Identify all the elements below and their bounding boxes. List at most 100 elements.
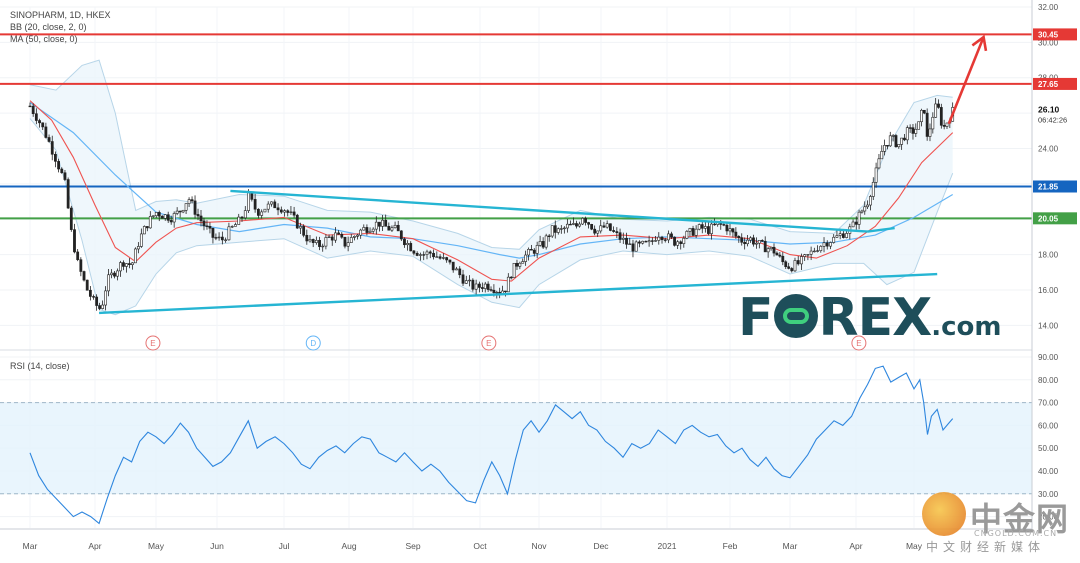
- candle-body: [181, 209, 185, 213]
- candle-body: [550, 225, 554, 237]
- rsi-tick-label: 50.00: [1038, 444, 1059, 453]
- candle-body: [208, 226, 212, 229]
- candle-body: [825, 242, 829, 247]
- candle-body: [754, 242, 758, 245]
- candle-body: [196, 214, 200, 217]
- candle-body: [584, 218, 587, 223]
- candle-body: [289, 211, 293, 214]
- candle-body: [136, 246, 140, 250]
- candle-body: [593, 228, 597, 234]
- candle-body: [666, 233, 670, 241]
- candle-body: [535, 245, 539, 254]
- candle-body: [308, 239, 312, 242]
- trendline-ma_extension: [867, 226, 895, 233]
- candle-body: [937, 103, 940, 108]
- bb-legend[interactable]: BB (20, close, 2, 0): [10, 22, 87, 32]
- candle-body: [139, 233, 143, 247]
- rsi-tick-label: 20.00: [1038, 513, 1059, 522]
- candle-body: [107, 274, 110, 292]
- candle-body: [911, 127, 915, 134]
- price-tick-label: 30.00: [1038, 38, 1059, 47]
- level-badge: [1033, 212, 1077, 225]
- candle-body: [888, 135, 892, 147]
- cngold-title: 中金网: [970, 500, 1070, 538]
- candle-body: [113, 272, 116, 277]
- candle-body: [883, 145, 887, 152]
- candle-body: [743, 241, 747, 245]
- candle-body: [599, 225, 603, 232]
- candle-body: [172, 213, 176, 223]
- candle-body: [752, 237, 755, 245]
- candle-body: [897, 144, 901, 148]
- trendlines[interactable]: [99, 189, 938, 315]
- candle-body: [217, 236, 221, 239]
- candle-body: [211, 227, 215, 238]
- watermark-o-icon: [773, 294, 818, 338]
- candle-body: [722, 224, 726, 226]
- candle-body: [381, 219, 384, 227]
- candle-body: [939, 107, 943, 126]
- candle-body: [428, 251, 432, 254]
- ma-legend[interactable]: MA (50, close, 0): [10, 34, 78, 44]
- candle-body: [276, 207, 280, 211]
- forex-watermark: F REX.com: [738, 288, 1001, 348]
- event-marker: [305, 335, 321, 351]
- time-tick-label: Apr: [88, 541, 101, 551]
- candle-body: [928, 128, 932, 137]
- candle-body: [438, 256, 442, 259]
- candle-body: [760, 240, 764, 242]
- candle-body: [38, 120, 41, 124]
- cngold-watermark: 中金网 CNGOLD.COM.CN 中文财经新媒体: [912, 486, 1080, 563]
- projection-arrow[interactable]: [947, 34, 988, 125]
- candle-body: [471, 279, 475, 290]
- rsi-band: [0, 402, 1032, 495]
- candle-body: [871, 181, 875, 197]
- candle-body: [638, 241, 641, 244]
- candle-body: [403, 238, 406, 246]
- candle-body: [169, 220, 173, 223]
- candle-body: [378, 221, 381, 227]
- candle-body: [163, 214, 167, 219]
- candle-body: [612, 230, 616, 232]
- candle-body: [432, 252, 435, 258]
- event-marker-letter: E: [150, 339, 155, 348]
- time-tick-label: Mar: [783, 541, 798, 551]
- symbol-legend[interactable]: SINOPHARM, 1D, HKEX: [10, 10, 111, 20]
- candle-body: [685, 231, 689, 239]
- arrow-head: [971, 34, 988, 52]
- candle-body: [945, 122, 949, 127]
- candle-body: [553, 225, 557, 233]
- level-badge-label: 21.85: [1038, 182, 1059, 191]
- event-marker-letter: D: [310, 339, 316, 348]
- candle-body: [425, 251, 429, 255]
- candle-body: [538, 241, 542, 246]
- candle-body: [521, 261, 525, 264]
- candle-body: [334, 232, 337, 241]
- candle-body: [697, 224, 701, 230]
- rsi-tick-label: 40.00: [1038, 467, 1059, 476]
- candle-body: [483, 283, 487, 289]
- candle-body: [190, 199, 194, 202]
- candle-body: [393, 224, 397, 229]
- candle-body: [214, 237, 218, 239]
- candle-body: [104, 290, 107, 306]
- candle-body: [766, 248, 770, 253]
- candle-body: [199, 215, 203, 222]
- candle-body: [518, 262, 522, 267]
- candle-body: [44, 126, 48, 138]
- candle-body: [845, 233, 849, 238]
- candle-body: [857, 211, 861, 225]
- candle-body: [116, 270, 119, 277]
- candle-body: [365, 227, 369, 233]
- candle-body: [829, 242, 832, 247]
- candle-body: [178, 210, 182, 213]
- rsi-legend[interactable]: RSI (14, close): [10, 361, 70, 371]
- candle-body: [605, 223, 609, 228]
- rsi-tick-label: 30.00: [1038, 490, 1059, 499]
- candle-body: [625, 237, 628, 245]
- candle-body: [775, 252, 779, 256]
- candle-body: [934, 103, 938, 118]
- time-tick-label: May: [906, 541, 923, 551]
